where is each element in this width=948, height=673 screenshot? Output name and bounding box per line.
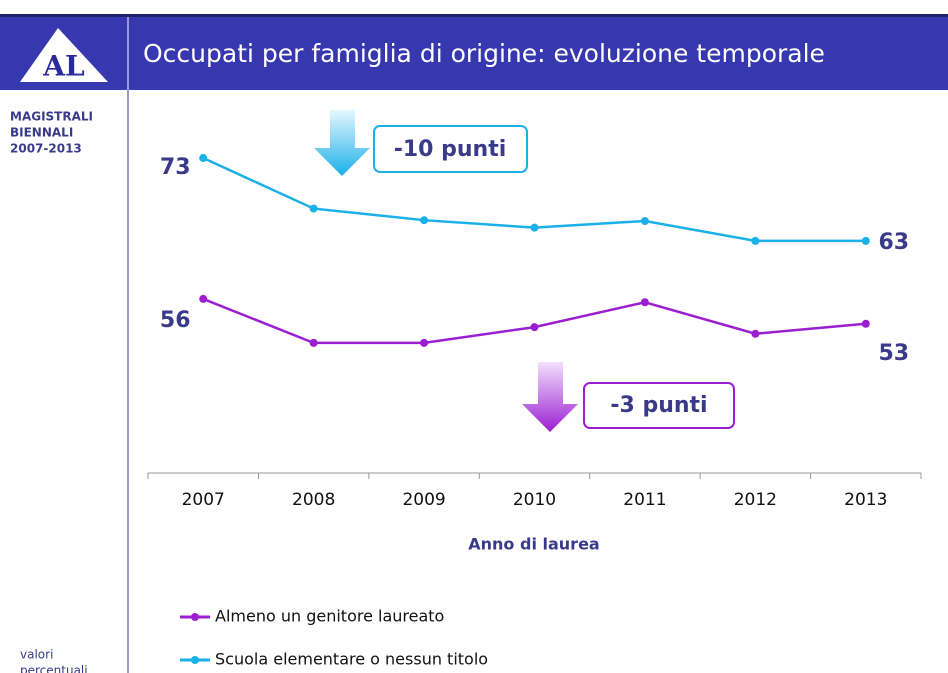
point xyxy=(751,236,760,245)
note-text: valori xyxy=(20,648,53,662)
point xyxy=(861,319,870,328)
x-tick-label: 2009 xyxy=(402,490,445,510)
legend-marker xyxy=(191,656,199,664)
logo: AL xyxy=(42,50,85,83)
sidebar-text: MAGISTRALI xyxy=(10,110,93,124)
x-tick-label: 2007 xyxy=(182,490,225,510)
point xyxy=(309,338,318,347)
x-tick-label: 2012 xyxy=(734,490,777,510)
header-rule xyxy=(0,14,948,17)
x-axis-label: Anno di laurea xyxy=(468,535,599,554)
title: Occupati per famiglia di origine: evoluz… xyxy=(143,39,825,68)
point xyxy=(199,154,208,163)
point xyxy=(861,236,870,245)
arrow-down xyxy=(314,110,370,176)
data-label: 63 xyxy=(878,230,909,255)
x-tick-label: 2013 xyxy=(844,490,887,510)
point xyxy=(420,216,429,225)
point xyxy=(751,329,760,338)
data-label: 56 xyxy=(160,308,191,333)
legend-marker xyxy=(191,613,199,621)
series-line xyxy=(202,297,866,345)
point xyxy=(309,204,318,213)
sidebar-text: BIENNALI xyxy=(10,126,73,140)
annotation-box xyxy=(373,125,528,173)
legend-label: Scuola elementare o nessun titolo xyxy=(215,650,488,669)
note-text: percentuali xyxy=(20,664,88,673)
header-band xyxy=(0,17,948,90)
point xyxy=(640,298,649,307)
annotation: -10 punti xyxy=(394,137,507,162)
legend-label: Almeno un genitore laureato xyxy=(215,607,444,626)
x-tick-label: 2010 xyxy=(513,490,556,510)
point xyxy=(199,294,208,303)
annotation: -3 punti xyxy=(610,393,707,418)
data-label: 53 xyxy=(878,341,909,366)
point xyxy=(640,217,649,226)
data-label: 73 xyxy=(160,155,191,180)
logo-shape xyxy=(20,28,108,82)
point xyxy=(530,323,539,332)
point xyxy=(420,338,429,347)
x-tick-label: 2008 xyxy=(292,490,335,510)
point xyxy=(530,223,539,232)
arrow-down xyxy=(522,362,578,432)
annotation-box xyxy=(583,382,735,429)
sidebar-text: 2007-2013 xyxy=(10,142,82,156)
x-tick-label: 2011 xyxy=(623,490,666,510)
